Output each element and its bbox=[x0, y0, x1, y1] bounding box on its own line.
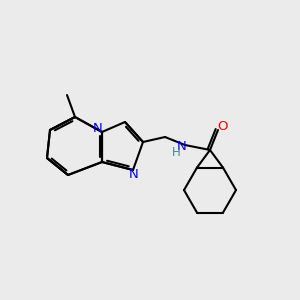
Text: N: N bbox=[129, 167, 139, 181]
Text: N: N bbox=[93, 122, 103, 136]
Text: O: O bbox=[217, 119, 227, 133]
Text: H: H bbox=[172, 146, 180, 158]
Text: N: N bbox=[177, 140, 187, 152]
